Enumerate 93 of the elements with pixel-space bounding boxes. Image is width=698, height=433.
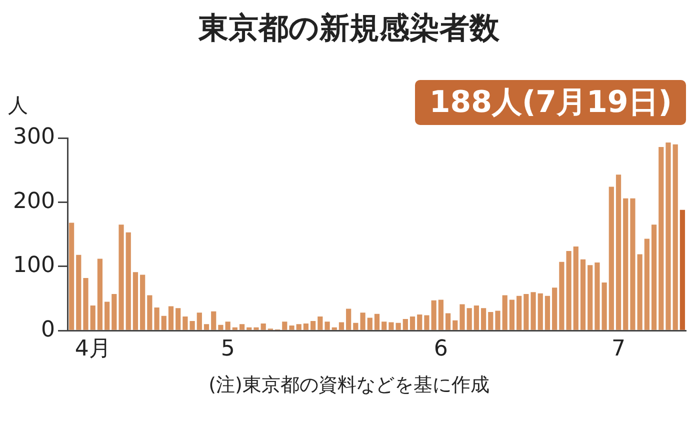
bar (466, 308, 472, 330)
bar (658, 146, 664, 330)
bar (90, 306, 96, 330)
bar (147, 295, 152, 330)
bar (438, 300, 444, 330)
bar (260, 324, 266, 330)
bar (104, 302, 110, 330)
bar (367, 318, 372, 330)
bar (644, 238, 650, 330)
bar (239, 324, 245, 330)
bar (246, 327, 252, 330)
y-tick-label: 0 (40, 317, 55, 342)
bar (196, 312, 202, 330)
y-tick-label: 300 (12, 124, 55, 150)
x-tick-label: 6 (434, 336, 448, 362)
bar (530, 292, 536, 330)
bar (452, 320, 458, 330)
bar (374, 314, 380, 330)
bar (630, 198, 636, 330)
bar (204, 324, 210, 330)
bar (211, 311, 216, 330)
x-tick-label: 5 (220, 336, 235, 362)
bar (176, 308, 181, 330)
bar (680, 210, 686, 330)
bar (544, 296, 550, 330)
bar (538, 293, 543, 330)
text: 188人(7月19日) (415, 80, 686, 125)
bar (83, 278, 88, 330)
bar (76, 254, 82, 330)
bar (218, 324, 224, 330)
bar (672, 144, 678, 330)
bar (97, 258, 103, 330)
bar (296, 324, 302, 330)
bar (602, 282, 607, 330)
bar (616, 174, 622, 330)
bar (168, 306, 174, 330)
bar (445, 313, 451, 330)
bar (318, 316, 323, 330)
bar (310, 320, 316, 330)
bar (495, 310, 500, 330)
bar (303, 324, 309, 330)
bar (353, 322, 358, 330)
bar (516, 296, 522, 330)
bar (651, 224, 657, 330)
bar (608, 186, 614, 330)
bar (346, 308, 352, 330)
bar (402, 319, 408, 330)
bar (126, 232, 131, 330)
bar (417, 314, 422, 330)
bar (140, 274, 146, 330)
bar (488, 312, 494, 330)
bar (161, 316, 166, 330)
chart-title: 東京都の新規感染者数 (197, 10, 500, 48)
bar (282, 322, 288, 330)
bar (410, 316, 416, 330)
bar (382, 322, 387, 330)
bar (225, 322, 230, 330)
bar (559, 262, 564, 330)
y-axis-title: 人 (8, 92, 28, 119)
bar (588, 265, 593, 330)
bar (68, 222, 74, 330)
bar (524, 294, 529, 330)
bar (360, 312, 366, 330)
x-tick-label: 7 (612, 336, 626, 362)
bar (338, 322, 344, 330)
bar (573, 246, 578, 330)
bar (460, 304, 465, 330)
bar (232, 327, 238, 330)
bar (431, 300, 436, 330)
bar (509, 300, 515, 330)
bar (424, 315, 430, 330)
bar (112, 294, 117, 330)
bar (637, 254, 642, 330)
bar (566, 250, 572, 330)
bar (324, 322, 330, 330)
bar (580, 259, 586, 330)
bar (623, 198, 628, 330)
text: (注)東京都の資料などを基に作成 (208, 373, 490, 398)
bar (552, 288, 558, 330)
y-tick-label: 200 (12, 188, 55, 214)
x-tick-label: 4月 (74, 336, 111, 362)
bar (332, 327, 337, 330)
bar (132, 272, 138, 330)
bar (666, 142, 671, 330)
bar (154, 307, 160, 330)
bar (480, 308, 486, 330)
bar (502, 295, 508, 330)
bar (289, 325, 294, 330)
bar (118, 224, 124, 330)
bar (594, 262, 600, 330)
y-tick-label: 100 (12, 253, 55, 278)
bar (254, 327, 259, 330)
bar (474, 306, 480, 330)
